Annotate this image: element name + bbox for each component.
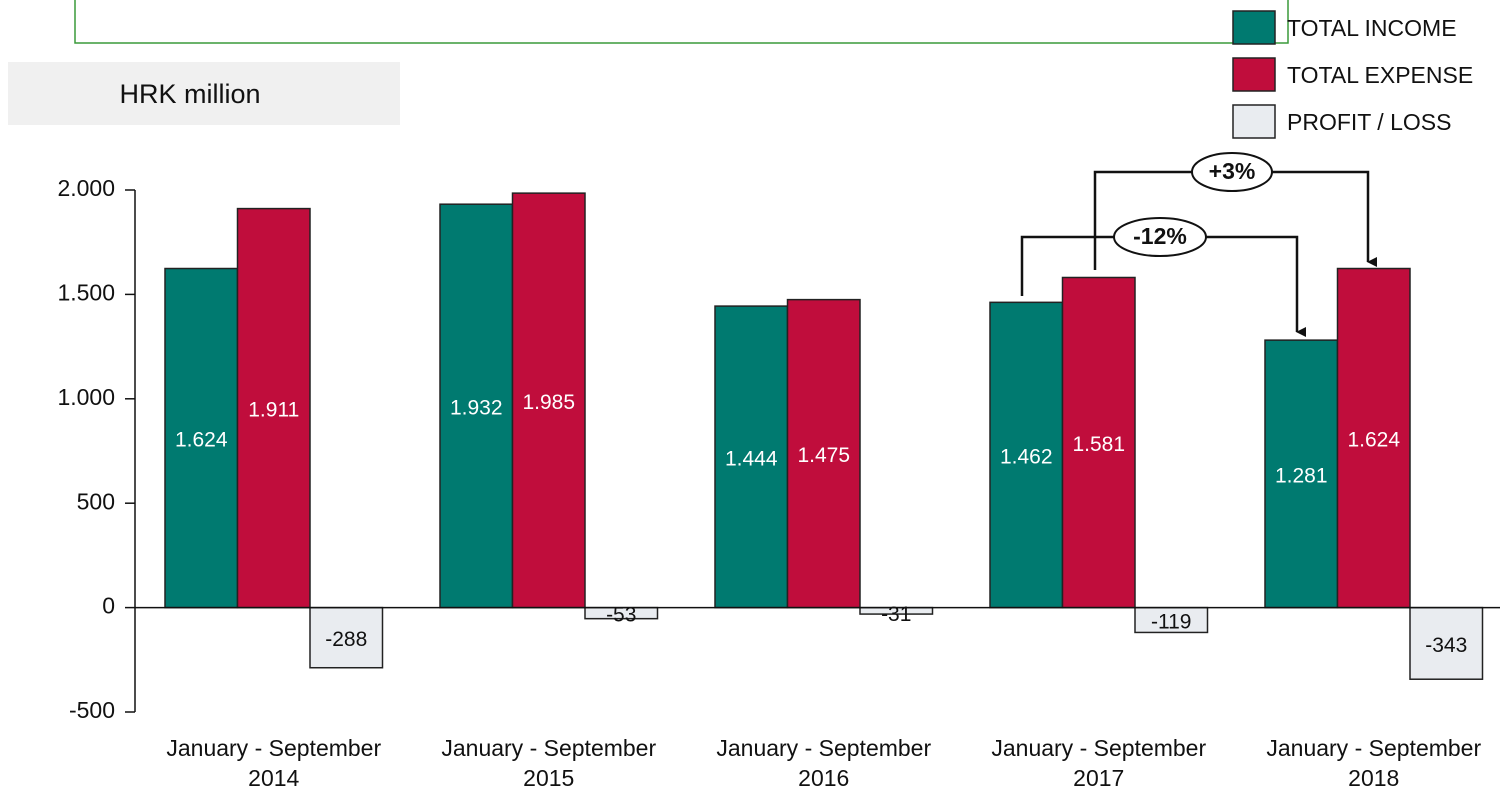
value-label: 1.281 [1275,464,1328,487]
y-tick-label: -500 [69,697,115,723]
y-tick-label: 1.500 [57,279,115,305]
bar [989,301,1064,609]
x-tick-label: January - September 2014 [166,735,382,791]
value-label: -343 [1425,634,1467,657]
x-tick-label: January - September 2016 [716,735,932,791]
annotation: -12% [1133,223,1187,249]
bar [164,267,239,609]
frame [74,0,1289,44]
bar [1336,267,1411,609]
legend-swatch [1232,10,1276,45]
value-label: 1.624 [1347,429,1400,452]
bar [1134,606,1209,634]
legend-label: PROFIT / LOSS [1287,109,1451,135]
value-label: 1.462 [1000,446,1053,469]
bar [1264,339,1339,609]
y-tick-label: 0 [102,593,115,619]
x-tick-label: January - September 2018 [1266,735,1482,791]
value-label: 1.911 [248,399,299,422]
bar [714,305,789,609]
x-tick-label: January - September 2015 [441,735,657,791]
value-label: -53 [606,604,636,627]
value-label: 1.444 [725,447,778,470]
bar [786,298,861,609]
bar [1061,276,1136,609]
unit-box [8,62,400,125]
bar [439,203,514,609]
value-label: -31 [881,603,911,626]
legend-label: TOTAL INCOME [1287,15,1457,41]
legend-swatch [1232,104,1276,139]
value-label: 1.624 [175,429,228,452]
legend-swatch [1232,57,1276,92]
value-label: 1.985 [522,391,575,414]
annotation: +3% [1209,158,1256,184]
y-tick-label: 500 [77,488,115,514]
unit-label: HRK million [119,79,260,109]
annotation-bubble [1191,152,1273,192]
value-label: -119 [1151,611,1191,634]
value-label: 1.932 [450,396,503,419]
bar [511,192,586,609]
annotation-bubble [1113,217,1207,257]
y-tick-label: 2.000 [57,175,115,201]
y-tick-label: 1.000 [57,384,115,410]
x-tick-label: January - September 2017 [991,735,1207,791]
value-label: -288 [325,628,367,651]
bar [1409,606,1484,680]
value-label: 1.475 [797,444,850,467]
bar [236,207,311,609]
value-label: 1.581 [1072,433,1125,456]
legend-label: TOTAL EXPENSE [1287,62,1473,88]
